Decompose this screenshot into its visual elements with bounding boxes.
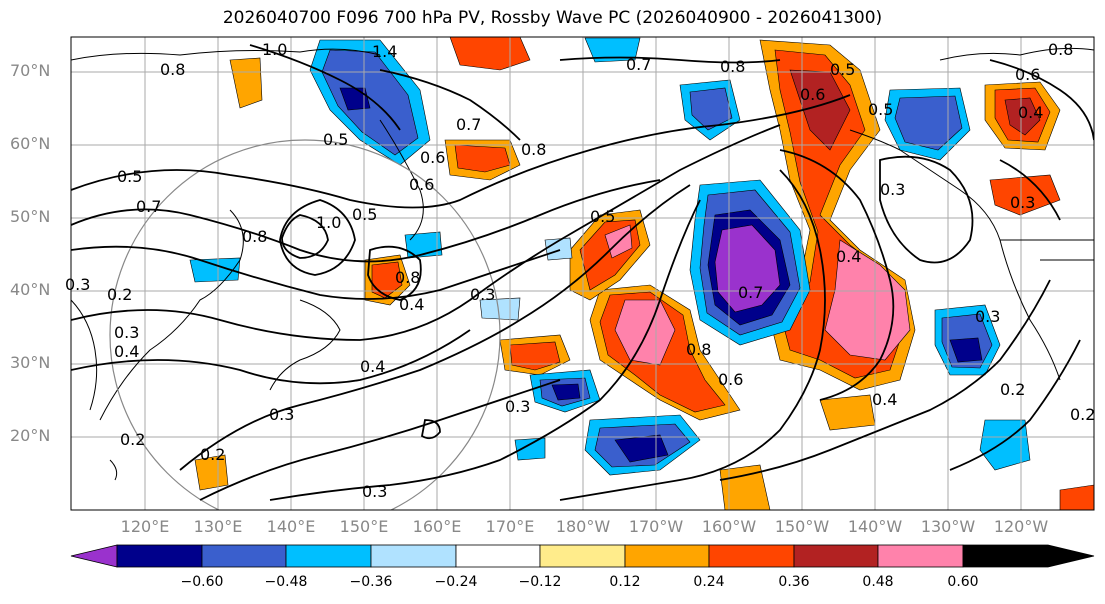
contour-label: 0.2	[200, 445, 225, 464]
colorbar-tick: 0.36	[778, 574, 810, 590]
colorbar-tick: 0.24	[693, 574, 725, 590]
map-title: 2026040700 F096 700 hPa PV, Rossby Wave …	[222, 8, 883, 28]
lat-label-60n: 60°N	[10, 134, 51, 153]
colorbar-tick: 0.48	[862, 574, 894, 590]
lon-label: 160°W	[701, 517, 757, 536]
negative-anomaly-fill	[189, 37, 1031, 476]
contour-label: 0.3	[269, 405, 294, 424]
colorbar-tick: −0.36	[349, 574, 393, 590]
lon-label: 170°E	[485, 517, 535, 536]
contour-label: 0.2	[1000, 380, 1025, 399]
contour-label: 0.7	[738, 283, 763, 302]
colorbar-segment	[116, 544, 203, 568]
lon-label: 150°W	[774, 517, 830, 536]
colorbar-segment	[877, 544, 964, 568]
contour-label: 0.8	[1048, 40, 1073, 59]
map-frame	[70, 36, 1095, 511]
contour-label: 0.8	[686, 340, 711, 359]
colorbar-segment	[962, 544, 1095, 568]
contour-label: 0.8	[720, 57, 745, 76]
contour-label: 0.8	[160, 60, 185, 79]
contour-label: 0.3	[65, 275, 90, 294]
contour-label: 0.3	[505, 397, 530, 416]
lon-label: 130°W	[920, 517, 976, 536]
contour-label: 1.0	[316, 213, 341, 232]
colorbar	[70, 544, 1095, 568]
pv-contours	[71, 44, 1094, 501]
colorbar-segment	[285, 544, 372, 568]
lon-label: 180°W	[555, 517, 611, 536]
contour-label: 0.5	[830, 60, 855, 79]
colorbar-segment	[370, 544, 457, 568]
reference-circle	[109, 139, 501, 510]
contour-label: 0.8	[521, 140, 546, 159]
lon-label: 150°E	[339, 517, 389, 536]
contour-label: 0.3	[362, 482, 387, 501]
colorbar-tick: −0.60	[180, 574, 224, 590]
contour-label: 1.0	[262, 40, 287, 59]
contour-label: 0.6	[718, 370, 743, 389]
contour-label: 0.4	[399, 295, 424, 314]
contour-label: 0.4	[1018, 103, 1043, 122]
contour-label: 0.4	[360, 357, 385, 376]
contour-label: 0.2	[107, 285, 132, 304]
contour-label: 0.7	[456, 115, 481, 134]
coastlines	[71, 47, 1094, 481]
lat-label-30n: 30°N	[10, 353, 51, 372]
contour-label: 0.5	[868, 100, 893, 119]
colorbar-tick: −0.48	[264, 574, 308, 590]
lon-label: 140°W	[847, 517, 903, 536]
contour-label: 0.4	[872, 390, 897, 409]
contour-labels: 1.0 1.4 0.8 0.7 0.5 0.6 0.8 0.5 0.6 0.5 …	[65, 40, 1095, 501]
contour-label: 0.2	[1070, 405, 1095, 424]
colorbar-tick: −0.12	[518, 574, 562, 590]
colorbar-segment	[455, 544, 541, 568]
contour-label: 0.5	[323, 130, 348, 149]
contour-label: 0.5	[352, 205, 377, 224]
contour-label: 0.8	[242, 227, 267, 246]
contour-label: 0.3	[880, 180, 905, 199]
contour-label: 0.5	[590, 207, 615, 226]
lon-label: 170°W	[628, 517, 684, 536]
colorbar-tick: 0.60	[947, 574, 979, 590]
map-plot-area	[71, 37, 1094, 510]
lon-label: 120°E	[120, 517, 170, 536]
lon-label: 120°W	[993, 517, 1049, 536]
contour-label: 0.6	[409, 175, 434, 194]
lon-label: 130°E	[193, 517, 243, 536]
graticule	[71, 37, 1094, 510]
contour-label: 1.4	[372, 42, 397, 61]
colorbar-segment	[793, 544, 879, 568]
lat-label-20n: 20°N	[10, 426, 51, 445]
lat-label-70n: 70°N	[10, 61, 51, 80]
lon-label: 140°E	[266, 517, 316, 536]
colorbar-segment	[201, 544, 287, 568]
colorbar-segment	[624, 544, 710, 568]
lat-label-50n: 50°N	[10, 207, 51, 226]
contour-label: 0.6	[420, 148, 445, 167]
contour-label: 0.3	[470, 285, 495, 304]
lon-label: 160°E	[412, 517, 462, 536]
contour-label: 0.3	[975, 307, 1000, 326]
contour-label: 0.7	[136, 197, 161, 216]
contour-label: 0.8	[395, 268, 420, 287]
contour-label: 0.2	[120, 430, 145, 449]
contour-label: 0.3	[1010, 193, 1035, 212]
contour-label: 0.6	[1015, 65, 1040, 84]
colorbar-tick: −0.24	[434, 574, 478, 590]
contour-label: 0.4	[836, 247, 861, 266]
contour-label: 0.6	[800, 85, 825, 104]
contour-label: 0.4	[114, 342, 139, 361]
colorbar-segment	[708, 544, 795, 568]
contour-label: 0.3	[114, 323, 139, 342]
colorbar-segment	[70, 544, 118, 568]
lat-label-40n: 40°N	[10, 280, 51, 299]
colorbar-tick: 0.12	[609, 574, 641, 590]
contour-label: 0.5	[117, 167, 142, 186]
contour-label: 0.7	[626, 55, 651, 74]
colorbar-segment	[539, 544, 626, 568]
